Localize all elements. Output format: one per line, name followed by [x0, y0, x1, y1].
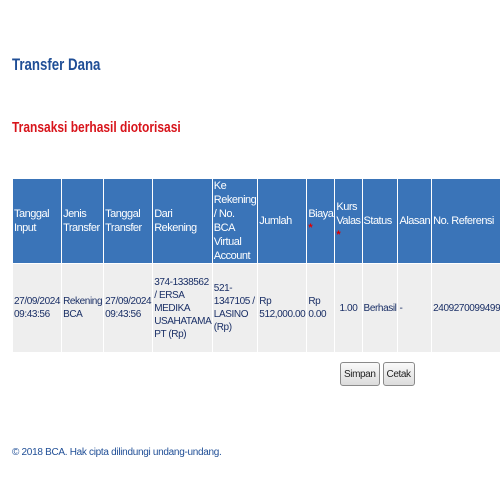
table-header-row: Tanggal Input Jenis Transfer Tanggal Tra…: [13, 179, 500, 263]
header-biaya-label: Biaya: [308, 208, 334, 220]
status-message: Transaksi berhasil diotorisasi: [12, 119, 181, 136]
header-dari-rekening: Dari Rekening: [153, 179, 212, 263]
header-jenis-transfer: Jenis Transfer: [62, 179, 104, 263]
header-alasan: Alasan: [398, 179, 432, 263]
cell-dari-rekening: 374-1338562 / ERSA MEDIKA USAHATAMA PT (…: [153, 264, 212, 352]
cell-jenis-transfer: Rekening BCA: [62, 264, 104, 352]
cell-jumlah: Rp 512,000.00: [258, 264, 307, 352]
transaction-table: Tanggal Input Jenis Transfer Tanggal Tra…: [12, 178, 500, 353]
action-buttons: Simpan Cetak: [340, 362, 415, 386]
header-kurs-valas: Kurs Valas *: [335, 179, 362, 263]
header-status: Status: [362, 179, 398, 263]
cell-alasan: -: [398, 264, 432, 352]
cell-biaya: Rp 0.00: [307, 264, 335, 352]
footer-copyright: © 2018 BCA. Hak cipta dilindungi undang-…: [12, 447, 222, 458]
header-biaya: Biaya *: [307, 179, 335, 263]
header-no-referensi: No. Referensi: [432, 179, 500, 263]
cell-kurs-valas: 1.00: [335, 264, 362, 352]
required-marker: *: [308, 222, 313, 234]
cell-ke-rekening: 521-1347105 / LASINO (Rp): [212, 264, 258, 352]
header-tanggal-transfer: Tanggal Transfer: [104, 179, 153, 263]
save-button[interactable]: Simpan: [340, 362, 380, 386]
header-jumlah: Jumlah: [258, 179, 307, 263]
cell-status: Berhasil: [362, 264, 398, 352]
required-marker: *: [336, 229, 341, 241]
cell-tanggal-input: 27/09/2024 09:43:56: [13, 264, 62, 352]
cell-no-referensi: 24092700994992: [432, 264, 500, 352]
header-kurs-valas-label: Kurs Valas: [336, 201, 361, 227]
cell-tanggal-transfer: 27/09/2024 09:43:56: [104, 264, 153, 352]
print-button[interactable]: Cetak: [382, 362, 415, 386]
page-title: Transfer Dana: [12, 55, 101, 74]
header-ke-rekening: Ke Rekening / No. BCA Virtual Account: [212, 179, 258, 263]
table-row: 27/09/2024 09:43:56 Rekening BCA 27/09/2…: [13, 264, 500, 352]
header-tanggal-input: Tanggal Input: [13, 179, 62, 263]
